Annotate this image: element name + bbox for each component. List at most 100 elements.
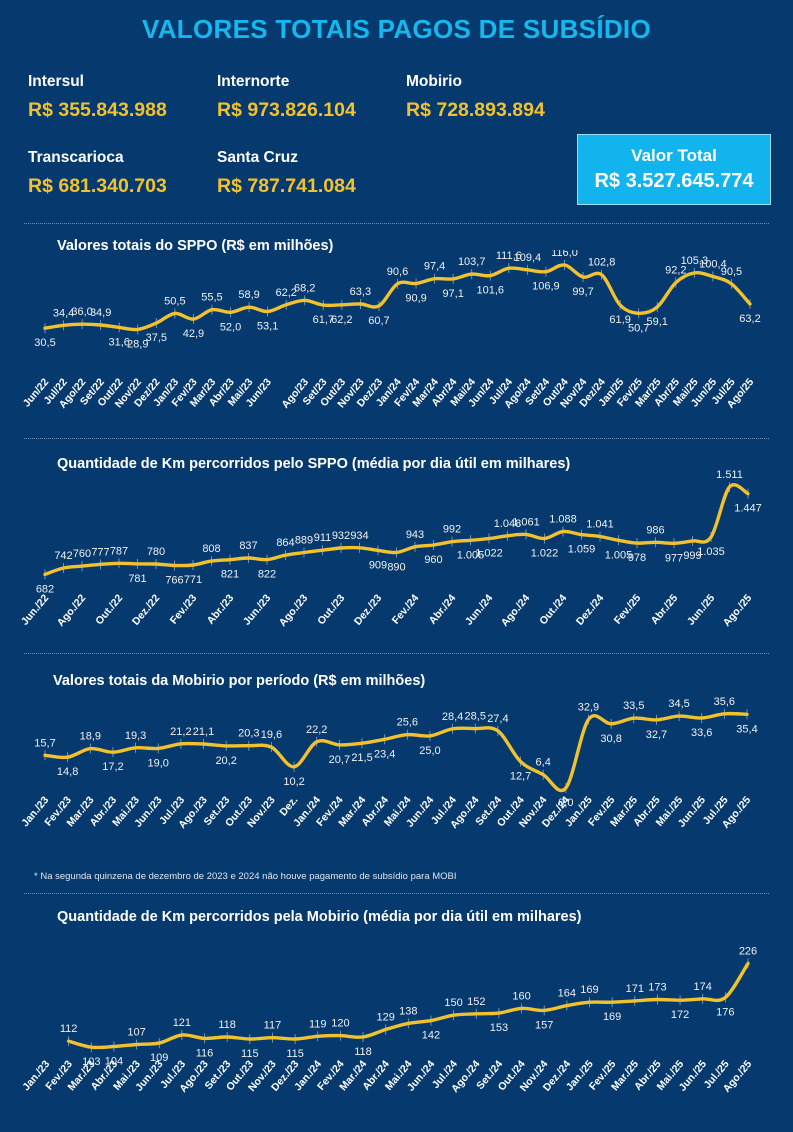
divider	[24, 438, 769, 439]
data-label: 23,4	[374, 748, 395, 760]
operator-value: R$ 973.826.104	[217, 99, 356, 121]
chart-title: Valores totais da Mobirio por período (R…	[53, 673, 426, 689]
data-label: 105,3	[681, 255, 709, 267]
data-label: 103	[82, 1056, 100, 1068]
data-label: 31,6	[108, 336, 129, 348]
data-label: 14,8	[57, 766, 78, 778]
data-label: 808	[202, 543, 220, 555]
data-label: 50,5	[164, 295, 185, 307]
footnote: * Na segunda quinzena de dezembro de 202…	[34, 871, 457, 882]
page-title: VALORES TOTAIS PAGOS DE SUBSÍDIO	[142, 14, 651, 44]
data-label: 142	[422, 1030, 440, 1042]
data-label: 173	[648, 982, 666, 994]
data-label: 21,5	[351, 752, 372, 764]
data-label: 111,6	[496, 250, 522, 262]
operator-intersul: Intersul R$ 355.843.988	[28, 73, 167, 122]
data-label: 115	[286, 1048, 304, 1060]
data-label: 116,0	[551, 250, 578, 259]
data-label: 22,2	[306, 724, 327, 736]
total-value: R$ 3.527.645.774	[594, 170, 754, 192]
data-label: 17,2	[102, 761, 123, 773]
data-label: 6,4	[536, 757, 551, 769]
x-tick-label: Jun./22	[19, 592, 52, 628]
operator-value: R$ 355.843.988	[28, 99, 167, 121]
data-label: 120	[331, 1018, 349, 1030]
data-label: 97,1	[442, 288, 463, 300]
chart-title: Quantidade de Km percorridos pela Mobiri…	[57, 909, 582, 925]
chart-title: Valores totais do SPPO (R$ em milhões)	[57, 238, 334, 254]
data-label: 63,2	[739, 313, 760, 325]
data-label: 909	[369, 559, 387, 571]
data-label: 42,9	[183, 328, 204, 340]
data-label: 153	[490, 1022, 508, 1034]
data-label: 115	[241, 1048, 259, 1060]
data-label: 1.088	[549, 514, 577, 526]
data-label: 90,6	[387, 266, 408, 278]
data-label: 1.022	[531, 548, 559, 560]
data-label: 62,2	[275, 287, 296, 299]
total-label: Valor Total	[631, 146, 717, 165]
data-label: 30,8	[600, 733, 621, 745]
data-label: 174	[694, 981, 712, 993]
data-label: 97,4	[424, 261, 445, 273]
x-tick-label: Fev./24	[390, 592, 422, 627]
data-label: 1.005	[457, 549, 485, 561]
x-tick-label: Out./24	[537, 592, 569, 627]
x-tick-label: Dez./23	[352, 592, 385, 628]
data-label: 911	[314, 532, 332, 544]
data-label: 0,0	[558, 797, 573, 809]
data-label: 172	[671, 1009, 689, 1021]
data-label: 978	[628, 552, 646, 564]
mobirio-value-chart: 15,7 14,8 18,9 17,2 19,3 19,0 21,2 21,1 20,2 20,3…	[19, 696, 757, 831]
data-label: 25,0	[419, 745, 440, 757]
data-label: 986	[646, 524, 664, 536]
data-label: 889	[295, 535, 313, 547]
sppo-km-chart: 682 742 760 777 787 781 780 766 771 808 821 837 822 8…	[19, 470, 762, 629]
data-label: 112	[60, 1023, 78, 1035]
data-label: 35,4	[736, 723, 757, 735]
data-label: 28,4	[442, 711, 463, 723]
data-label: 1.061	[512, 516, 540, 528]
data-label: 28,9	[127, 338, 148, 350]
data-label: 59,1	[647, 316, 668, 328]
data-label: 15,7	[34, 737, 55, 749]
data-label: 33,5	[623, 700, 644, 712]
x-tick-label: Jun./25	[685, 592, 718, 628]
data-label: 992	[443, 524, 461, 536]
sppo-value-chart: 30,5 34,436,034,9 31,628,937,5 50,5 42,9 55,5…	[21, 250, 761, 411]
data-label: 37,5	[146, 332, 167, 344]
data-label: 121	[173, 1017, 191, 1029]
operator-name: Transcarioca	[28, 149, 124, 166]
data-label: 766	[165, 574, 183, 586]
total-box: Valor Total R$ 3.527.645.774	[577, 134, 771, 205]
x-tick-label: Out./22	[93, 592, 125, 627]
data-label: 777	[91, 546, 109, 558]
data-label: 890	[387, 561, 405, 573]
operator-internorte: Internorte R$ 973.826.104	[217, 73, 356, 122]
data-label: 107	[127, 1027, 145, 1039]
data-label: 119	[309, 1018, 327, 1030]
data-label: 164	[558, 988, 576, 1000]
data-label: 61,9	[609, 314, 630, 326]
data-label: 977	[665, 552, 683, 564]
data-label: 171	[626, 983, 644, 995]
x-tick-label: Abr./23	[205, 592, 237, 627]
data-label: 20,7	[329, 754, 350, 766]
x-tick-label: Fev./25	[612, 592, 644, 627]
data-label: 58,9	[238, 289, 259, 301]
operator-name: Mobirio	[406, 73, 462, 90]
operator-value: R$ 681.340.703	[28, 175, 167, 197]
series-line	[43, 263, 752, 332]
data-label: 12,7	[510, 771, 531, 783]
data-label: 169	[580, 984, 598, 996]
data-label: 60,7	[368, 315, 389, 327]
x-tick-label: Dez./24	[574, 592, 607, 628]
operator-santa-cruz: Santa Cruz R$ 787.741.084	[217, 149, 356, 198]
data-label: 934	[350, 530, 368, 542]
operator-value: R$ 787.741.084	[217, 175, 356, 197]
data-label: 780	[147, 546, 165, 558]
operator-name: Internorte	[217, 73, 290, 90]
data-label: 1.048	[494, 518, 522, 530]
data-label: 18,9	[80, 731, 101, 743]
data-label: 152	[467, 996, 485, 1008]
